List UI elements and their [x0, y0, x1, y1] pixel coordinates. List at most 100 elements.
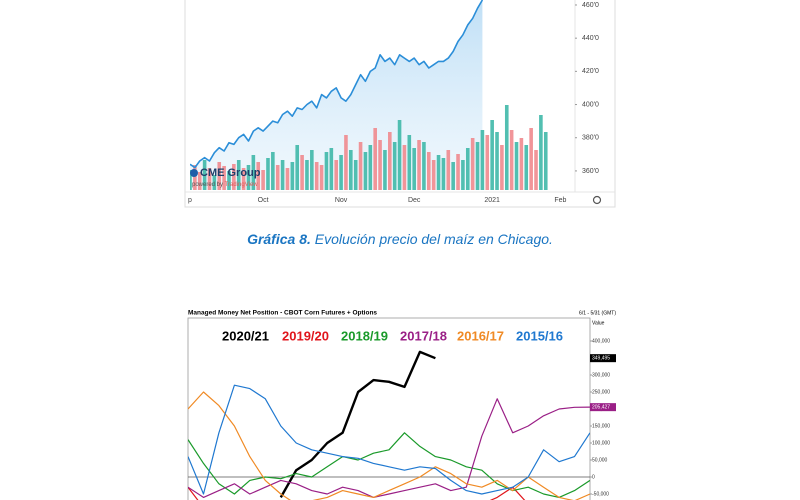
volume-bar [193, 165, 197, 190]
volume-bar [353, 160, 358, 190]
volume-bar [383, 150, 387, 190]
volume-bar [524, 145, 529, 190]
y-tick-label: 250,000 [592, 389, 610, 395]
series-line [188, 486, 526, 500]
x-tick-label: Feb [554, 197, 566, 204]
y-tick-label: 150,000 [592, 423, 610, 429]
volume-bar [441, 158, 446, 190]
volume-bar [539, 115, 543, 190]
legend-entry: 2019/20 [282, 328, 329, 343]
volume-bar [392, 142, 397, 190]
volume-bar [190, 170, 192, 190]
volume-bar [422, 142, 426, 190]
volume-bar [202, 160, 207, 190]
volume-bar [534, 150, 538, 190]
volume-bar [251, 155, 256, 190]
volume-bar [227, 171, 231, 190]
volume-bar [378, 140, 382, 190]
volume-bar [451, 162, 455, 190]
volume-bar [358, 142, 363, 190]
legend-entry: 2016/17 [457, 328, 504, 343]
positions-plot-frame [187, 317, 591, 500]
logo-powered-by: powered by [192, 182, 223, 188]
volume-bar [305, 160, 309, 190]
legend-entry: 2017/18 [400, 328, 447, 343]
y-tick-label: 0 [592, 474, 595, 480]
volume-bar [500, 145, 504, 190]
volume-bar [319, 165, 324, 190]
y-tick-label: 360'0 [582, 168, 599, 175]
series-line [190, 0, 484, 169]
price-chart: 460'0 440'0 420'0 400'0 380'0 360'0 p Oct Nov Dec… [188, 0, 599, 204]
volume-bar [310, 150, 314, 190]
volume-bar [339, 155, 343, 190]
settings-icon[interactable] [592, 195, 602, 205]
volume-bar [543, 132, 548, 190]
volume-bar [470, 138, 475, 190]
x-tick-label: p [188, 197, 192, 204]
volume-bar [266, 158, 270, 190]
legend-entry: 2020/21 [222, 328, 269, 343]
volume-bar [368, 145, 373, 190]
volume-bar [275, 165, 280, 190]
y-tick-label: 300,000 [592, 372, 610, 378]
volume-bar [271, 152, 275, 190]
y-tick-label: 420'0 [582, 68, 599, 75]
volume-bar [363, 152, 368, 190]
volume-bar [373, 128, 377, 190]
caption-label: Gráfica 8. [247, 231, 311, 247]
y-tick-label: 100,000 [592, 440, 610, 446]
caption-text: Evolución precio del maíz en Chicago. [315, 231, 553, 247]
volume-bar [485, 135, 490, 190]
volume-bar [504, 105, 509, 190]
x-tick-label: Oct [258, 197, 269, 204]
volume-bar [417, 140, 421, 190]
series-line [188, 432, 590, 498]
logo-name: CME Group [200, 167, 261, 179]
x-tick-label: Dec [408, 197, 421, 204]
x-tick-label: Nov [335, 197, 348, 204]
volume-bar [495, 132, 499, 190]
volume-bar [246, 165, 251, 190]
legend-entry: 2018/19 [341, 328, 388, 343]
volume-bar [465, 148, 470, 190]
volume-bar [431, 160, 436, 190]
volume-bar [344, 135, 348, 190]
volume-bar [480, 130, 485, 190]
logo-provider: TradingView [225, 182, 259, 188]
volume-bar [212, 175, 217, 190]
series-line [279, 350, 436, 498]
volume-bar [334, 160, 339, 190]
positions-chart: Managed Money Net Position - CBOT Corn F… [188, 310, 616, 500]
x-tick-label: 2021 [484, 197, 500, 204]
volume-bar [402, 145, 407, 190]
volume-bar [217, 162, 222, 190]
volume-bar [295, 145, 300, 190]
chart-subtitle: 6/1 - 5/31 (GMT) [579, 310, 616, 316]
y-tick-label: 400'0 [582, 101, 599, 108]
volume-bar [397, 120, 402, 190]
volume-bar [456, 154, 460, 190]
series-line [188, 384, 590, 495]
settings-gear[interactable] [592, 195, 602, 205]
volume-bar [490, 120, 494, 190]
volume-bar [514, 142, 519, 190]
volume-bar [241, 168, 246, 190]
volume-bar [461, 160, 465, 190]
y-tick-label: 460'0 [582, 2, 599, 9]
volume-bar [446, 150, 451, 190]
series-line [188, 391, 590, 500]
volume-bar [349, 150, 353, 190]
volume-bar [197, 172, 202, 190]
series-line [188, 398, 590, 498]
volume-bar [412, 148, 416, 190]
volume-bar [529, 128, 533, 190]
volume-bar [280, 160, 285, 190]
cme-logo: CME Group powered by TradingView [190, 167, 261, 188]
volume-bar [290, 162, 295, 190]
value-label-box [590, 403, 616, 412]
volume-bar [426, 152, 431, 190]
y-tick-label: 400,000 [592, 338, 610, 344]
volume-bar [475, 142, 480, 190]
volume-bar [300, 155, 304, 190]
